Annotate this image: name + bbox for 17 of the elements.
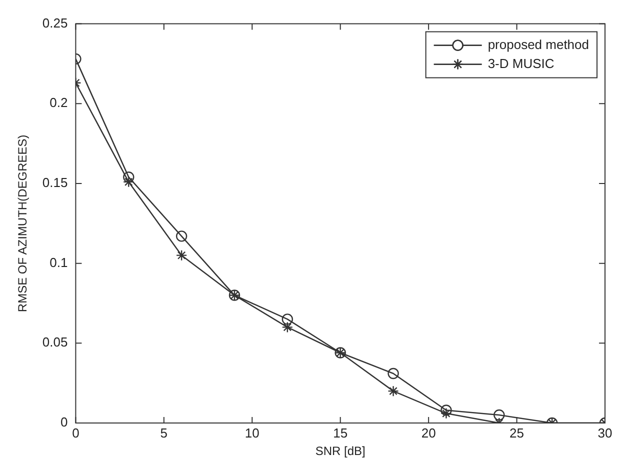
x-tick-label: 20 — [421, 425, 436, 440]
x-tick-label: 5 — [160, 425, 168, 440]
y-tick-label: 0 — [60, 414, 68, 430]
y-tick-label: 0.05 — [42, 334, 68, 350]
x-tick-label: 0 — [72, 425, 80, 440]
y-tick-label: 0.15 — [42, 175, 68, 190]
legend-label: proposed method — [488, 36, 590, 52]
y-axis-title: RMSE OF AZIMUTH(DEGREES) — [16, 134, 30, 312]
x-tick-label: 15 — [333, 425, 348, 440]
y-tick-label: 0.1 — [50, 254, 68, 270]
y-tick-label: 0.2 — [50, 95, 68, 110]
x-tick-label: 25 — [510, 425, 524, 440]
x-tick-label: 30 — [598, 425, 612, 440]
y-tick-label: 0.25 — [42, 15, 68, 30]
legend-label: 3-D MUSIC — [488, 56, 554, 71]
x-tick-label: 10 — [244, 425, 260, 440]
x-axis-title: SNR [dB] — [315, 444, 366, 458]
